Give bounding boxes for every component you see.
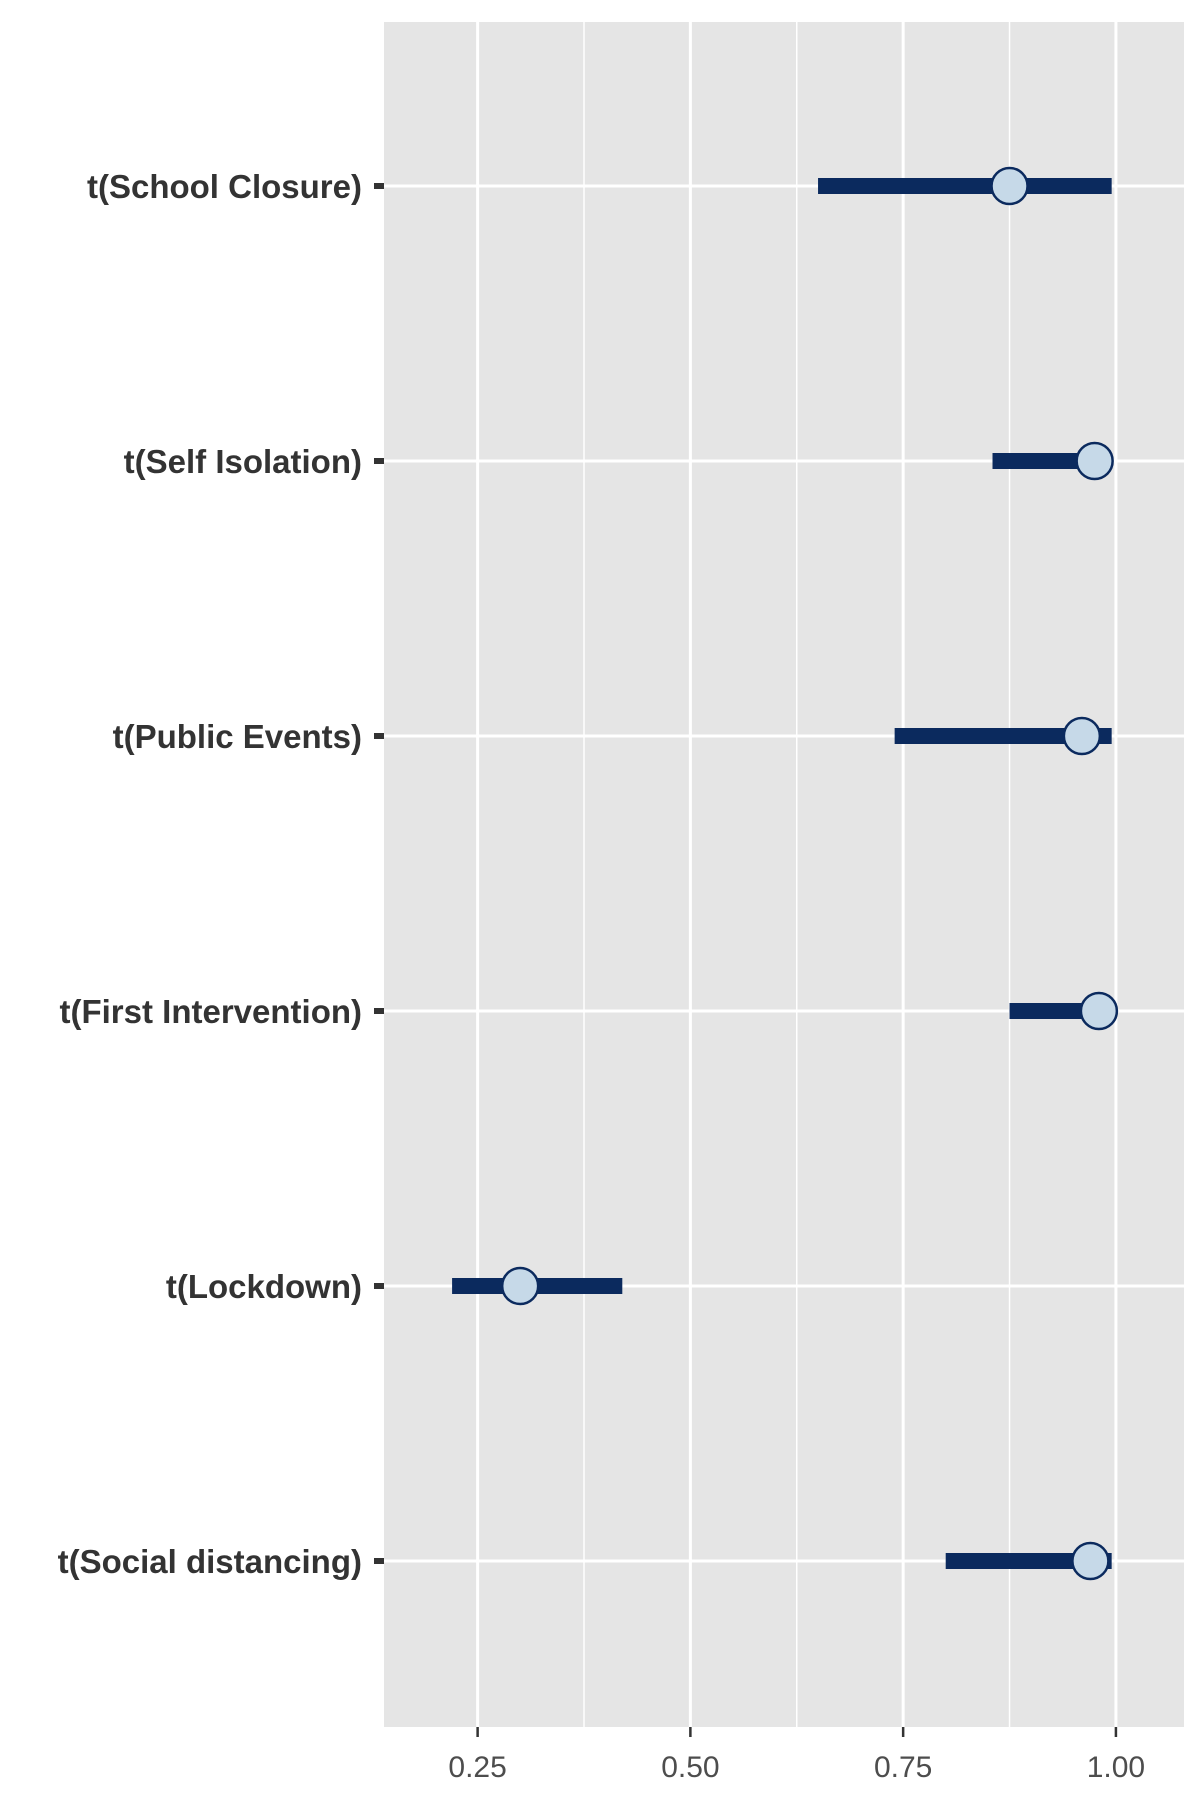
minor-gridlines: [583, 22, 1011, 1727]
point-estimate: [990, 166, 1029, 206]
x-tick-label: 1.00: [1087, 1751, 1145, 1784]
x-axis: 0.25 0.50 0.75 1.00: [448, 1727, 1145, 1784]
interval-bar: [945, 1553, 1112, 1569]
category-label: t(Self Isolation): [124, 443, 362, 480]
category-label: t(Social distancing): [58, 1543, 362, 1580]
interval-bar: [992, 453, 1095, 469]
y-axis: t(School Closure) t(Self Isolation) t(Publ…: [58, 168, 384, 1580]
interval-bar: [818, 178, 1112, 194]
category-label: t(Public Events): [113, 718, 362, 755]
point-estimate: [500, 1266, 540, 1306]
point-estimate: [1079, 991, 1119, 1031]
interval-bar: [894, 728, 1112, 744]
interval-bar: [1009, 1003, 1099, 1019]
category-label: t(First Intervention): [60, 993, 363, 1030]
x-tick-label: 0.75: [874, 1751, 932, 1784]
point-estimate: [1062, 716, 1102, 756]
x-tick-label: 0.25: [448, 1751, 506, 1784]
interval-marks: [452, 166, 1119, 1581]
panel-background: [384, 22, 1184, 1727]
point-estimate: [1071, 1541, 1110, 1581]
point-estimate: [1075, 441, 1114, 481]
x-tick-label: 0.50: [661, 1751, 719, 1784]
category-label: t(Lockdown): [166, 1268, 362, 1305]
category-label: t(School Closure): [87, 168, 362, 205]
